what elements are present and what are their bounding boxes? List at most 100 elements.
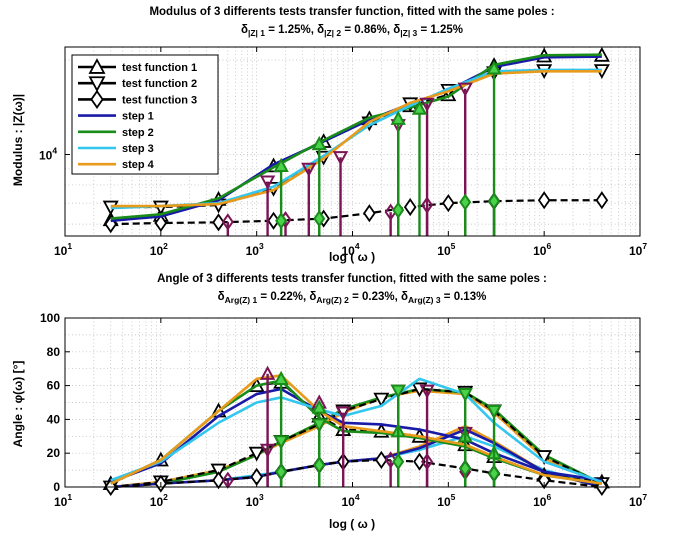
x-tick-exponent: 2 [163, 241, 168, 251]
stem-marker [259, 443, 276, 458]
modulus-chart: Modulus of 3 differents tests transfer f… [11, 6, 647, 264]
x-tick-label: 107 [629, 492, 647, 509]
y-tick-exponent: 4 [52, 145, 57, 155]
subtitle-part: |Z| 3 [400, 28, 417, 38]
y-tick-label: 100 [40, 311, 60, 325]
stem-marker [311, 399, 327, 414]
x-tick-base: 10 [629, 244, 643, 258]
x-tick-exponent: 3 [259, 492, 264, 502]
legend-marker [90, 89, 104, 110]
stem-marker [486, 60, 502, 75]
subtitle-part: Arg(Z) 1 [225, 295, 258, 305]
x-tick-label: 105 [437, 241, 455, 258]
series-marker [375, 450, 388, 470]
series-marker [248, 446, 265, 462]
stem-marker [259, 365, 276, 380]
stem-marker [301, 162, 317, 177]
x-tick-exponent: 5 [451, 492, 456, 502]
series-marker [212, 213, 225, 232]
x-tick-base: 10 [150, 495, 164, 509]
stem-marker [311, 135, 327, 151]
stem-marker [313, 209, 326, 228]
subtitle-part: = 1.25% [417, 24, 463, 36]
x-tick-label: 103 [246, 492, 264, 509]
series-marker [363, 204, 376, 223]
legend: test function 1 test function 2 test funct… [71, 54, 219, 175]
angle-chart-subtitle: δArg(Z) 1 = 0.22%, δArg(Z) 2 = 0.23%, δA… [218, 291, 487, 305]
stem-marker [419, 384, 435, 399]
subtitle-part: δ [309, 291, 316, 303]
x-tick-exponent: 4 [355, 241, 360, 251]
series-marker [403, 198, 417, 217]
y-tick-label: 104 [39, 145, 57, 162]
x-tick-exponent: 2 [163, 492, 168, 502]
angle-chart: Angle of 3 differents tests transfer fun… [11, 273, 647, 531]
subtitle-part: δ [317, 24, 324, 36]
modulus-chart-title: Modulus of 3 differents tests transfer f… [149, 6, 554, 18]
stem-marker [273, 370, 289, 385]
stem-marker [275, 463, 288, 481]
modulus-chart-subtitle: δ|Z| 1 = 1.25%, δ|Z| 2 = 0.86%, δ|Z| 3 =… [241, 24, 463, 38]
series-marker [537, 471, 551, 490]
plot-area [64, 46, 641, 237]
legend-label: test function 3 [122, 94, 197, 106]
series-marker [442, 194, 455, 213]
x-tick-exponent: 4 [355, 492, 360, 502]
x-tick-label: 103 [246, 241, 264, 258]
x-tick-base: 10 [246, 495, 260, 509]
y-tick-base: 10 [39, 148, 53, 162]
x-tick-base: 10 [533, 495, 547, 509]
stem-marker [259, 175, 276, 190]
subtitle-part: = 0.86%, [341, 24, 393, 36]
x-tick-label: 101 [54, 241, 72, 258]
subtitle-part: |Z| 1 [248, 28, 265, 38]
series-marker [210, 463, 227, 479]
stem-marker [311, 418, 327, 433]
x-tick-label: 107 [629, 241, 647, 258]
stem-marker [275, 212, 288, 230]
stem-marker [459, 193, 472, 211]
legend-label: step 4 [122, 159, 155, 171]
x-tick-label: 104 [341, 492, 359, 509]
modulus-chart-ylabel: Modulus : |Z(ω)| [11, 94, 25, 186]
subtitle-part: δ [241, 24, 248, 36]
x-tick-exponent: 1 [67, 241, 72, 251]
series-line [110, 70, 602, 208]
modulus-chart-xlabel: log ( ω ) [329, 250, 375, 264]
x-tick-base: 10 [437, 244, 451, 258]
angle-chart-ylabel: Angle : φ(ω) [°] [11, 361, 25, 448]
angle-chart-xlabel: log ( ω ) [329, 517, 375, 531]
stem-marker [488, 192, 501, 210]
stem-marker [421, 452, 434, 471]
stem-marker [390, 384, 406, 399]
stem-marker [392, 201, 405, 219]
y-tick-label: 80 [47, 345, 61, 359]
stem-marker [457, 82, 473, 97]
legend-label: step 2 [122, 127, 154, 139]
legend-label: test function 2 [122, 78, 197, 90]
stem-marker [411, 100, 428, 115]
legend-label: step 3 [122, 143, 154, 155]
stem-marker [221, 213, 234, 231]
stem-marker [332, 151, 349, 166]
stem-marker [392, 452, 405, 471]
x-tick-exponent: 3 [259, 241, 264, 251]
subtitle-part: δ [393, 24, 400, 36]
legend-label: step 1 [122, 111, 154, 123]
x-tick-label: 106 [533, 492, 551, 509]
series-marker [152, 200, 169, 216]
stem-marker [384, 451, 397, 469]
series-marker [212, 471, 225, 490]
x-tick-label: 102 [150, 492, 168, 509]
legend-marker [88, 58, 106, 74]
series-marker [373, 392, 390, 408]
subtitle-part: = 0.22%, [257, 291, 309, 303]
x-tick-label: 102 [150, 241, 168, 258]
subtitle-part: δ [401, 291, 408, 303]
stem-marker [313, 456, 326, 474]
stem-marker [273, 435, 289, 450]
stem-marker [488, 464, 501, 483]
x-tick-label: 104 [341, 241, 359, 258]
angle-chart-title: Angle of 3 differents tests transfer fun… [157, 273, 547, 285]
